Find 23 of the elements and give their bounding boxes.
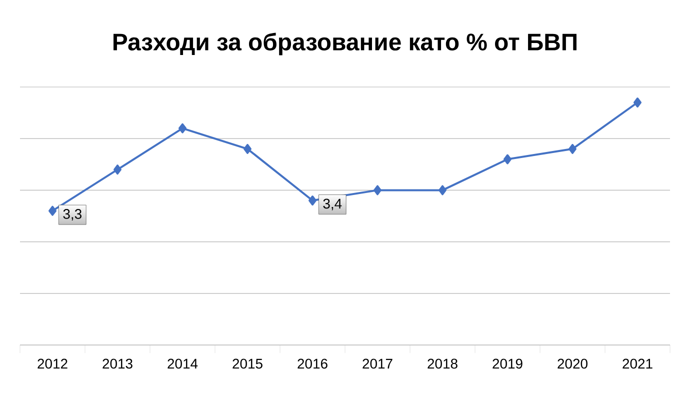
x-tick-label: 2020 (558, 358, 588, 369)
point (244, 144, 252, 154)
x-tick-label: 2014 (168, 358, 198, 369)
x-tick-label: 2018 (428, 358, 458, 369)
point (568, 144, 576, 154)
x-tick-label: 2015 (232, 358, 262, 369)
x-tick-label: 2013 (102, 358, 132, 369)
x-tick-label: 2012 (38, 358, 68, 369)
data-label: 3,3 (63, 209, 82, 221)
point (438, 185, 446, 196)
point (178, 123, 186, 134)
point (634, 97, 642, 108)
point (504, 154, 512, 164)
x-tick-label: 2017 (362, 358, 392, 369)
data-label: 3,4 (323, 198, 342, 210)
x-tick-label: 2016 (298, 358, 328, 369)
point (374, 185, 382, 196)
point (308, 196, 316, 206)
point (114, 164, 122, 175)
x-tick-label: 2019 (492, 358, 522, 369)
point (48, 206, 56, 216)
x-tick-label: 2021 (622, 358, 652, 369)
chart-title: Разходи за образование като % от БВП (114, 32, 576, 56)
